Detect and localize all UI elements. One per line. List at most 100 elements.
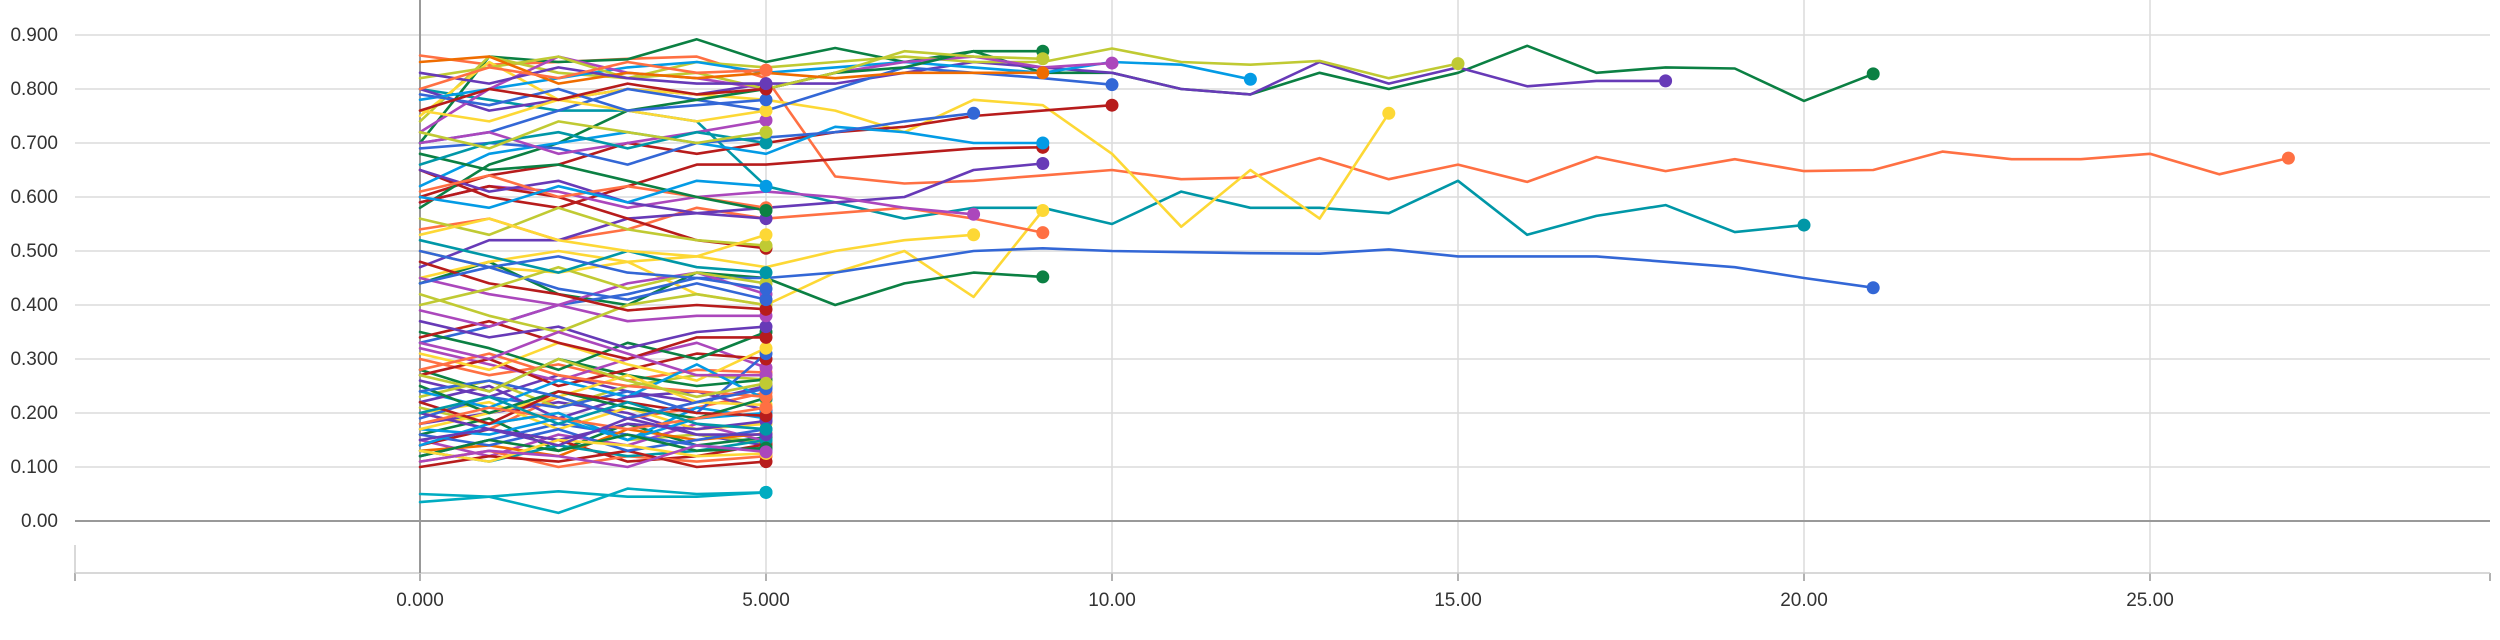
- x-tick-label: 15.00: [1434, 590, 1482, 611]
- series-end-point-14[interactable]: [1036, 157, 1050, 171]
- series-lines: [418, 37, 2290, 515]
- series-end-point-74[interactable]: [759, 282, 773, 296]
- y-tick-label: 0.700: [10, 133, 58, 154]
- series-end-point-11[interactable]: [1036, 204, 1050, 217]
- series-line-71: [418, 357, 768, 399]
- series-line-16: [418, 49, 1045, 91]
- series-line-22: [418, 247, 1875, 345]
- series-end-point-9[interactable]: [1105, 98, 1119, 112]
- series-end-point-84[interactable]: [759, 93, 773, 107]
- series-end-point-76[interactable]: [759, 239, 773, 253]
- series-end-point-80[interactable]: [759, 204, 773, 217]
- x-tick-label: 25.00: [2126, 590, 2174, 611]
- series-line-87: [418, 82, 768, 112]
- series-line-68: [418, 406, 768, 431]
- series-end-point-71[interactable]: [759, 376, 773, 390]
- series-end-point-88[interactable]: [759, 77, 773, 91]
- series-line-51: [418, 449, 768, 469]
- series-line-10: [418, 49, 1045, 210]
- series-line-59: [418, 265, 768, 307]
- series-end-point-5[interactable]: [1382, 106, 1396, 120]
- y-tick-label: 0.00: [21, 511, 58, 532]
- series-end-point-83[interactable]: [759, 104, 773, 118]
- series-end-point-21[interactable]: [967, 228, 981, 242]
- series-end-point-24[interactable]: [759, 485, 773, 499]
- series-end-point-15[interactable]: [1036, 270, 1050, 284]
- y-tick-label: 0.200: [10, 403, 58, 424]
- series-end-markers: [759, 44, 2295, 499]
- series-line-80: [418, 152, 768, 212]
- series-end-point-85[interactable]: [759, 136, 773, 150]
- series-end-point-60[interactable]: [759, 266, 773, 280]
- series-end-point-42[interactable]: [759, 341, 773, 355]
- series-end-point-22[interactable]: [1866, 281, 1880, 295]
- series-line-82: [418, 119, 768, 156]
- series-end-point-58[interactable]: [759, 293, 773, 307]
- x-tick-label: 0.000: [396, 590, 444, 611]
- series-end-point-20[interactable]: [967, 207, 981, 221]
- series-end-point-18[interactable]: [1036, 66, 1050, 80]
- series-line-33: [418, 406, 768, 442]
- series-line-69: [418, 438, 768, 463]
- series-line-5: [418, 60, 1391, 228]
- series-line-6: [418, 60, 1252, 102]
- x-tick-label: 20.00: [1780, 590, 1828, 611]
- x-tick-label: 5.000: [742, 590, 790, 611]
- series-line-73: [418, 395, 768, 431]
- series-end-point-4[interactable]: [1451, 57, 1465, 71]
- series-end-point-12[interactable]: [1036, 226, 1050, 240]
- series-line-89: [418, 60, 768, 91]
- series-end-point-19[interactable]: [967, 106, 981, 120]
- series-line-55: [418, 384, 768, 420]
- series-line-13: [418, 146, 1045, 210]
- series-end-point-45[interactable]: [759, 330, 773, 344]
- series-end-point-77[interactable]: [759, 228, 773, 242]
- x-tick-label: 10.00: [1088, 590, 1136, 611]
- series-end-point-17[interactable]: [1036, 136, 1050, 150]
- series-end-point-72[interactable]: [759, 445, 773, 459]
- series-line-58: [418, 249, 768, 301]
- series-line-46: [418, 319, 768, 350]
- y-tick-label: 0.400: [10, 295, 58, 316]
- series-line-67: [418, 379, 768, 420]
- series-end-point-68[interactable]: [759, 401, 773, 415]
- series-line-74: [418, 255, 768, 291]
- series-end-point-86[interactable]: [759, 125, 773, 139]
- y-tick-label: 0.600: [10, 187, 58, 208]
- y-tick-label: 0.100: [10, 457, 58, 478]
- series-end-point-8[interactable]: [1105, 56, 1119, 70]
- series-line-86: [418, 120, 768, 150]
- series-line-65: [418, 390, 768, 426]
- y-tick-label: 0.900: [10, 25, 58, 46]
- series-end-point-73[interactable]: [759, 422, 773, 436]
- series-line-57: [418, 260, 768, 312]
- series-line-77: [418, 217, 768, 258]
- y-tick-label: 0.800: [10, 79, 58, 100]
- series-end-point-1[interactable]: [1797, 218, 1811, 232]
- series-line-54: [418, 373, 768, 431]
- series-end-point-46[interactable]: [759, 320, 773, 334]
- series-end-point-81[interactable]: [759, 179, 773, 193]
- series-end-point-82[interactable]: [759, 113, 773, 127]
- series-end-point-0[interactable]: [2281, 151, 2295, 165]
- series-end-point-89[interactable]: [759, 63, 773, 77]
- gridlines: [75, 0, 2490, 573]
- series-line-70: [418, 417, 768, 447]
- series-end-point-6[interactable]: [1243, 72, 1257, 86]
- series-line-47: [418, 303, 768, 328]
- series-line-83: [418, 98, 768, 123]
- series-line-43: [418, 363, 768, 409]
- series-line-64: [418, 330, 768, 377]
- series-line-44: [418, 330, 768, 372]
- series-line-76: [418, 206, 768, 247]
- series-line-18: [418, 55, 1045, 85]
- series-end-point-7[interactable]: [1105, 78, 1119, 92]
- series-line-81: [418, 179, 768, 210]
- series-end-point-2[interactable]: [1866, 67, 1880, 81]
- series-end-point-3[interactable]: [1659, 74, 1673, 88]
- series-end-point-16[interactable]: [1036, 52, 1050, 66]
- y-tick-label: 0.500: [10, 241, 58, 262]
- series-end-point-57[interactable]: [759, 302, 773, 316]
- series-line-14: [418, 162, 1045, 269]
